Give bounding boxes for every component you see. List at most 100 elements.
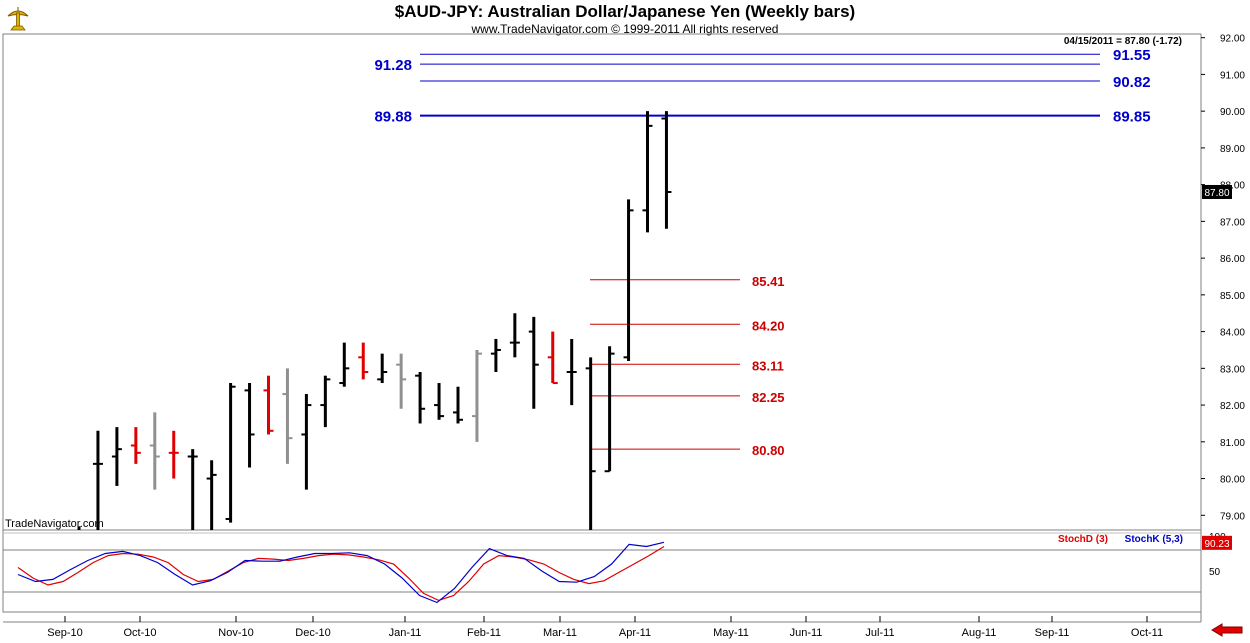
ohlc-bar	[642, 111, 653, 233]
ohlc-bar	[111, 427, 122, 486]
ohlc-bar	[225, 383, 236, 523]
ohlc-bar	[415, 372, 426, 424]
ohlc-bar	[509, 313, 520, 358]
ohlc-bar	[396, 353, 407, 409]
chart-frame	[2, 33, 1202, 622]
stoch-last-label: 90.23	[1204, 539, 1229, 550]
level-label-left: 89.88	[374, 109, 412, 126]
month-label: Oct-11	[1131, 627, 1163, 639]
month-label: Sep-10	[47, 627, 82, 639]
level-label: 85.41	[752, 274, 785, 289]
month-label: Sep-11	[1035, 627, 1070, 639]
ohlc-bar	[244, 383, 255, 468]
price-tick-label: 82.00	[1220, 401, 1245, 412]
month-label: Apr-11	[619, 627, 651, 639]
ohlc-bar	[92, 430, 103, 530]
price-tick-label: 92.00	[1220, 34, 1245, 45]
month-label: Jul-11	[865, 627, 894, 639]
price-tick-label: 79.00	[1220, 511, 1245, 522]
price-tick-label: 80.00	[1220, 475, 1245, 486]
ohlc-bar	[566, 338, 577, 406]
price-axis: 79.00 80.00 81.00 82.00 83.00 84.00 85.00 86.00…	[1201, 34, 1245, 522]
ohlc-bar	[585, 357, 596, 530]
price-tick-label: 91.00	[1220, 70, 1245, 81]
level-label: 90.82	[1113, 74, 1151, 91]
legend-stochd: StochD (3)	[1058, 534, 1108, 545]
level-line: 89.85 89.88	[374, 109, 1150, 126]
level-line: 90.82	[420, 74, 1151, 91]
level-label: 83.11	[752, 358, 784, 373]
level-line: 82.25	[590, 390, 785, 405]
price-tick-label: 89.00	[1220, 144, 1245, 155]
stoch-last-marker	[1202, 535, 1232, 550]
ohlc-bar	[453, 386, 463, 424]
month-label: Mar-11	[543, 627, 577, 639]
ohlc-bar	[490, 338, 501, 373]
price-tick-label: 86.00	[1220, 254, 1245, 265]
chart-subtitle: www.TradeNavigator.com © 1999-2011 All r…	[471, 22, 779, 36]
support-resistance-levels: 91.55 91.28 90.82 89.85 89.88 85.41 84.20 83.11…	[374, 47, 1150, 458]
level-line: 91.28	[374, 57, 1100, 74]
price-tick-label: 84.00	[1220, 328, 1245, 339]
ohlc-bar	[471, 349, 482, 442]
level-line: 80.80	[590, 443, 785, 458]
ohlc-bar	[320, 375, 331, 428]
month-label: Jun-11	[790, 627, 823, 639]
level-line: 84.20	[590, 318, 785, 333]
level-line: 91.55	[420, 47, 1151, 64]
ohlc-bar	[377, 353, 388, 384]
last-price-marker	[1202, 184, 1232, 199]
ohlc-bar	[623, 199, 634, 361]
ohlc-bar	[339, 342, 350, 387]
back-arrow-icon[interactable]	[1210, 623, 1244, 637]
level-label: 89.85	[1113, 109, 1151, 126]
level-line: 83.11	[590, 358, 784, 373]
ohlc-bar	[263, 375, 274, 435]
stochd-line	[17, 545, 665, 602]
stoch-tick-label: 50	[1209, 567, 1221, 578]
ohlc-bar	[301, 394, 312, 490]
price-tick-label: 87.00	[1220, 217, 1245, 228]
level-line: 85.41	[590, 274, 785, 289]
price-tick-label: 83.00	[1220, 364, 1245, 375]
ohlc-bar	[168, 430, 179, 479]
ohlc-bar	[661, 111, 672, 229]
ohlc-bar	[282, 368, 293, 464]
legend-stochk: StochK (5,3)	[1125, 534, 1183, 545]
level-label: 91.55	[1113, 47, 1151, 64]
ohlc-bar	[130, 427, 141, 464]
month-label: Oct-10	[123, 627, 156, 639]
ohlc-bars	[77, 111, 672, 530]
ohlc-bar	[528, 316, 539, 409]
ohlc-bar	[206, 460, 217, 530]
ohlc-bar	[547, 331, 558, 385]
month-label: Dec-10	[295, 627, 330, 639]
ohlc-bar	[358, 342, 369, 380]
level-label-left: 91.28	[374, 57, 412, 74]
month-label: May-11	[713, 627, 749, 639]
level-label: 84.20	[752, 318, 785, 333]
level-label: 82.25	[752, 390, 785, 405]
ohlc-bar	[604, 346, 615, 473]
last-quote: 04/15/2011 = 87.80 (-1.72)	[1063, 36, 1182, 47]
time-axis: Sep-10 Oct-10 Nov-10 Dec-10 Jan-11 Feb-11 Mar-…	[3, 616, 1201, 639]
trade-navigator-logo	[7, 7, 29, 31]
stochk-line	[17, 541, 665, 604]
chart-title: $AUD-JPY: Australian Dollar/Japanese Yen…	[394, 2, 856, 21]
plot-border	[2, 33, 1202, 613]
price-tick-label: 88.00	[1220, 181, 1245, 192]
month-label: Aug-11	[962, 627, 997, 639]
last-price-label: 87.80	[1204, 188, 1229, 199]
month-label: Nov-10	[218, 627, 253, 639]
ohlc-bar	[187, 449, 198, 530]
ohlc-bar	[434, 383, 445, 420]
ohlc-bar	[149, 412, 160, 490]
month-label: Jan-11	[389, 627, 422, 639]
price-tick-label: 85.00	[1220, 291, 1245, 302]
level-label: 80.80	[752, 443, 785, 458]
price-tick-label: 90.00	[1220, 107, 1245, 118]
month-label: Feb-11	[467, 627, 501, 639]
price-tick-label: 81.00	[1220, 438, 1245, 449]
